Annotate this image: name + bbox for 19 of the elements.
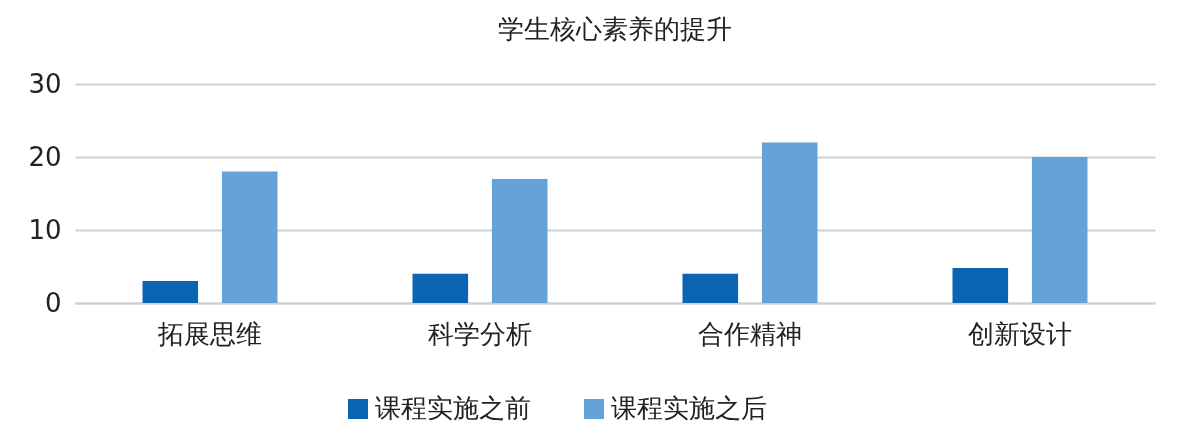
bar — [142, 281, 199, 303]
legend-label: 课程实施之后 — [611, 393, 767, 423]
y-tick-label: 0 — [44, 287, 62, 318]
bar — [491, 178, 548, 303]
x-tick-label: 科学分析 — [428, 318, 532, 349]
x-tick-label: 合作精神 — [698, 318, 802, 349]
chart-title: 学生核心素养的提升 — [498, 14, 732, 44]
bar — [761, 142, 818, 303]
bar — [221, 171, 278, 303]
x-tick-label: 拓展思维 — [157, 318, 262, 349]
y-tick-label: 30 — [28, 68, 62, 99]
bar — [1031, 157, 1088, 303]
y-tick-label: 20 — [28, 141, 62, 172]
bar — [952, 267, 1009, 303]
y-tick-label: 10 — [28, 214, 62, 245]
x-tick-label: 创新设计 — [968, 318, 1072, 349]
bar — [682, 273, 739, 303]
legend-label: 课程实施之前 — [375, 393, 531, 423]
bar — [412, 273, 469, 303]
